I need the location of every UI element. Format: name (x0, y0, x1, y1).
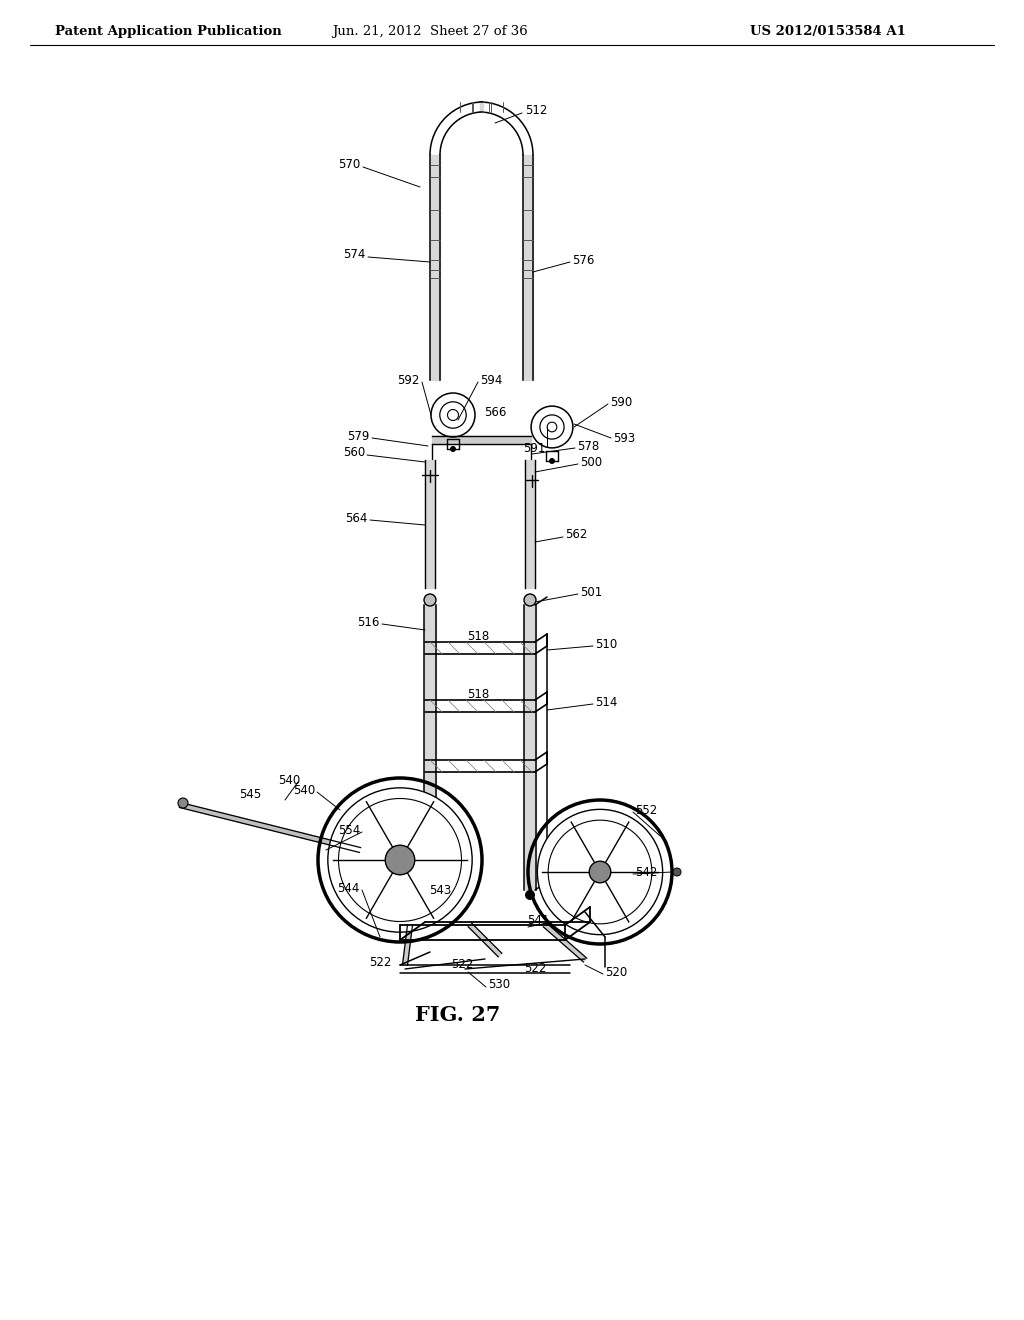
Text: 554: 554 (338, 824, 360, 837)
Text: 514: 514 (595, 696, 617, 709)
Text: 545: 545 (239, 788, 261, 801)
Circle shape (589, 861, 610, 883)
Circle shape (525, 890, 535, 900)
Text: 564: 564 (346, 511, 368, 524)
Polygon shape (468, 923, 502, 957)
Text: 501: 501 (580, 586, 602, 598)
Text: Patent Application Publication: Patent Application Publication (55, 25, 282, 38)
Text: 562: 562 (565, 528, 588, 541)
Text: 560: 560 (343, 446, 365, 459)
Polygon shape (425, 459, 435, 587)
Text: 594: 594 (480, 374, 503, 387)
Polygon shape (424, 605, 436, 890)
Text: 510: 510 (595, 638, 617, 651)
Polygon shape (480, 102, 483, 112)
Text: 578: 578 (577, 440, 599, 453)
Text: 593: 593 (613, 432, 635, 445)
Text: 574: 574 (343, 248, 365, 261)
Text: 543: 543 (429, 883, 452, 896)
Text: FIG. 27: FIG. 27 (415, 1005, 501, 1026)
Circle shape (450, 446, 456, 451)
Circle shape (673, 869, 681, 876)
Circle shape (524, 594, 536, 606)
Polygon shape (525, 459, 535, 587)
Circle shape (385, 845, 415, 875)
Text: 592: 592 (397, 374, 420, 387)
Text: Jun. 21, 2012  Sheet 27 of 36: Jun. 21, 2012 Sheet 27 of 36 (332, 25, 528, 38)
Text: 520: 520 (605, 965, 628, 978)
Polygon shape (523, 154, 534, 380)
Text: 516: 516 (357, 615, 380, 628)
Text: 540: 540 (293, 784, 315, 796)
Text: 552: 552 (635, 804, 657, 817)
Text: 518: 518 (467, 689, 489, 701)
Circle shape (549, 458, 555, 465)
Text: 500: 500 (580, 455, 602, 469)
Text: 579: 579 (347, 429, 370, 442)
Text: 541: 541 (527, 913, 550, 927)
Polygon shape (524, 605, 536, 890)
Text: 544: 544 (338, 882, 360, 895)
Text: 522: 522 (524, 961, 546, 974)
Circle shape (178, 799, 188, 808)
Circle shape (424, 594, 436, 606)
Text: 518: 518 (467, 631, 489, 644)
Polygon shape (179, 803, 360, 853)
Polygon shape (402, 925, 413, 965)
Polygon shape (544, 923, 587, 962)
Text: 570: 570 (338, 158, 360, 172)
Text: 591: 591 (522, 441, 545, 454)
Text: 522: 522 (370, 956, 392, 969)
Text: 542: 542 (635, 866, 657, 879)
Text: 566: 566 (483, 407, 506, 420)
Polygon shape (432, 436, 531, 444)
Text: 590: 590 (610, 396, 632, 408)
Text: 576: 576 (572, 253, 594, 267)
Circle shape (328, 788, 472, 932)
Circle shape (538, 809, 663, 935)
Text: 512: 512 (525, 103, 548, 116)
Text: US 2012/0153584 A1: US 2012/0153584 A1 (750, 25, 906, 38)
Text: 522: 522 (451, 958, 473, 972)
Text: 530: 530 (488, 978, 510, 991)
Text: 540: 540 (278, 774, 300, 787)
Polygon shape (430, 154, 440, 380)
